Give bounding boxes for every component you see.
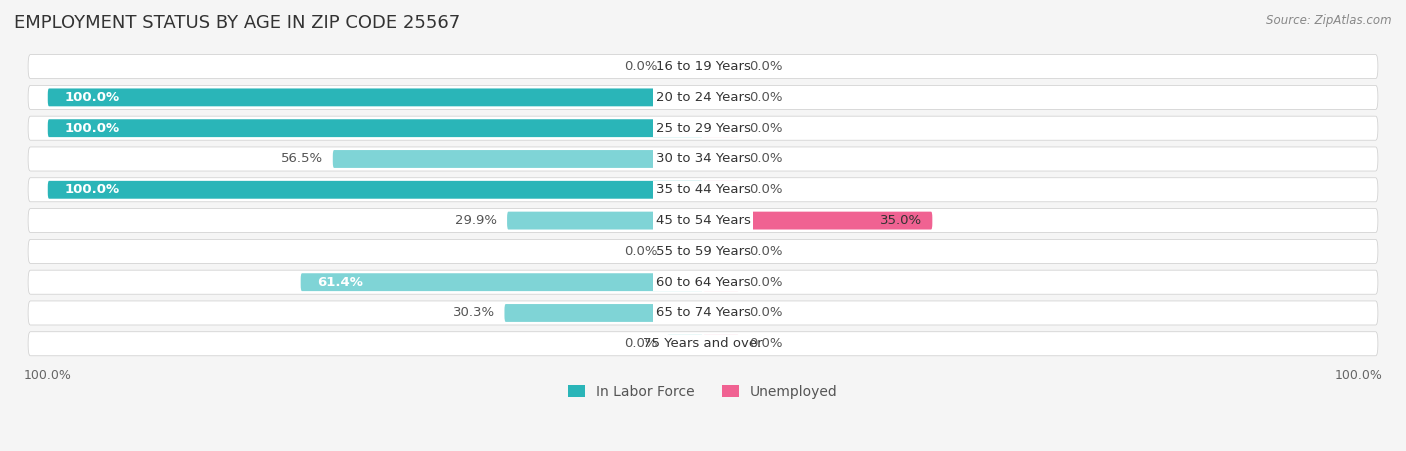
Text: 0.0%: 0.0% [749, 183, 782, 196]
FancyBboxPatch shape [28, 239, 1378, 263]
FancyBboxPatch shape [703, 181, 740, 199]
FancyBboxPatch shape [28, 178, 1378, 202]
Text: 45 to 54 Years: 45 to 54 Years [655, 214, 751, 227]
Text: 100.0%: 100.0% [65, 122, 120, 135]
Text: 30 to 34 Years: 30 to 34 Years [655, 152, 751, 166]
FancyBboxPatch shape [703, 335, 740, 353]
Text: 0.0%: 0.0% [749, 60, 782, 73]
Text: 30.3%: 30.3% [453, 307, 495, 319]
Legend: In Labor Force, Unemployed: In Labor Force, Unemployed [562, 379, 844, 405]
Text: 0.0%: 0.0% [624, 337, 657, 350]
Text: 0.0%: 0.0% [749, 152, 782, 166]
FancyBboxPatch shape [28, 208, 1378, 233]
Text: 0.0%: 0.0% [749, 307, 782, 319]
Text: 61.4%: 61.4% [318, 276, 363, 289]
FancyBboxPatch shape [28, 270, 1378, 294]
Text: 35.0%: 35.0% [880, 214, 922, 227]
Text: 55 to 59 Years: 55 to 59 Years [655, 245, 751, 258]
Text: 0.0%: 0.0% [749, 337, 782, 350]
FancyBboxPatch shape [666, 243, 703, 260]
FancyBboxPatch shape [703, 119, 740, 137]
FancyBboxPatch shape [333, 150, 703, 168]
Text: 25 to 29 Years: 25 to 29 Years [655, 122, 751, 135]
Text: 65 to 74 Years: 65 to 74 Years [655, 307, 751, 319]
FancyBboxPatch shape [48, 88, 703, 106]
Text: 56.5%: 56.5% [281, 152, 323, 166]
FancyBboxPatch shape [703, 304, 740, 322]
Text: 0.0%: 0.0% [624, 60, 657, 73]
FancyBboxPatch shape [28, 116, 1378, 140]
FancyBboxPatch shape [703, 273, 740, 291]
FancyBboxPatch shape [301, 273, 703, 291]
FancyBboxPatch shape [703, 88, 740, 106]
Text: 60 to 64 Years: 60 to 64 Years [655, 276, 751, 289]
Text: 0.0%: 0.0% [749, 276, 782, 289]
Text: EMPLOYMENT STATUS BY AGE IN ZIP CODE 25567: EMPLOYMENT STATUS BY AGE IN ZIP CODE 255… [14, 14, 460, 32]
FancyBboxPatch shape [508, 212, 703, 230]
Text: 100.0%: 100.0% [65, 183, 120, 196]
Text: 20 to 24 Years: 20 to 24 Years [655, 91, 751, 104]
Text: 75 Years and over: 75 Years and over [643, 337, 763, 350]
FancyBboxPatch shape [505, 304, 703, 322]
Text: 0.0%: 0.0% [749, 245, 782, 258]
FancyBboxPatch shape [703, 150, 740, 168]
Text: 0.0%: 0.0% [749, 122, 782, 135]
FancyBboxPatch shape [703, 243, 740, 260]
FancyBboxPatch shape [28, 55, 1378, 78]
FancyBboxPatch shape [703, 212, 932, 230]
Text: 35 to 44 Years: 35 to 44 Years [655, 183, 751, 196]
FancyBboxPatch shape [28, 332, 1378, 356]
Text: 100.0%: 100.0% [65, 91, 120, 104]
FancyBboxPatch shape [48, 119, 703, 137]
Text: 16 to 19 Years: 16 to 19 Years [655, 60, 751, 73]
FancyBboxPatch shape [703, 58, 740, 75]
FancyBboxPatch shape [666, 58, 703, 75]
FancyBboxPatch shape [28, 301, 1378, 325]
Text: 29.9%: 29.9% [456, 214, 498, 227]
FancyBboxPatch shape [666, 335, 703, 353]
FancyBboxPatch shape [48, 181, 703, 199]
Text: Source: ZipAtlas.com: Source: ZipAtlas.com [1267, 14, 1392, 27]
FancyBboxPatch shape [28, 85, 1378, 110]
Text: 0.0%: 0.0% [624, 245, 657, 258]
Text: 0.0%: 0.0% [749, 91, 782, 104]
FancyBboxPatch shape [28, 147, 1378, 171]
